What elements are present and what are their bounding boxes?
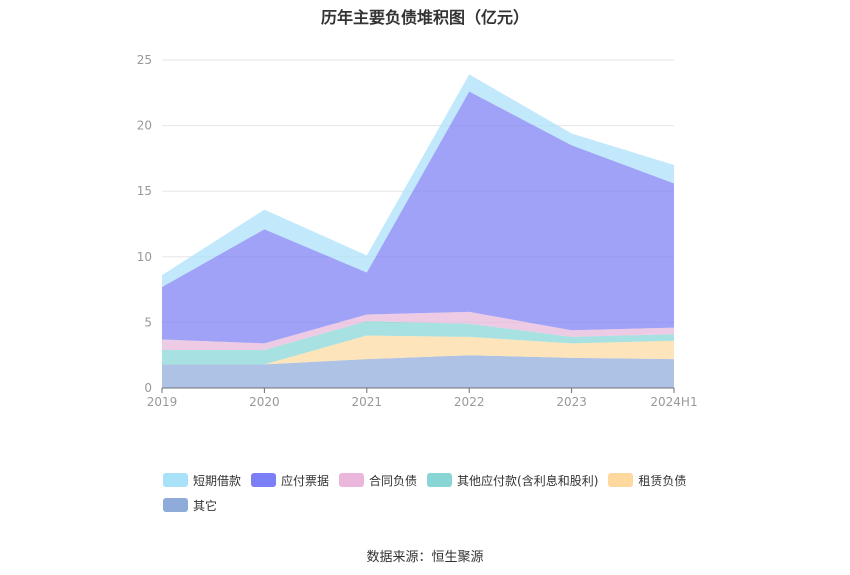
legend-label: 应付票据 — [281, 473, 330, 488]
legend-item[interactable]: 租赁负债 — [608, 472, 686, 488]
legend-item[interactable]: 应付票据 — [251, 472, 329, 488]
x-tick-label: 2021 — [352, 395, 383, 409]
area-其它 — [162, 355, 674, 388]
y-tick-label: 5 — [144, 315, 152, 329]
area-短期借款 — [162, 74, 674, 287]
chart-title: 历年主要负债堆积图（亿元） — [320, 8, 529, 27]
x-tick-label: 2019 — [147, 395, 178, 409]
area-其他应付款(含利息和股利) — [162, 321, 674, 365]
x-tick-label: 2020 — [249, 395, 280, 409]
x-tick-label: 2023 — [556, 395, 587, 409]
y-tick-label: 20 — [137, 119, 152, 133]
legend-label: 租赁负债 — [638, 473, 687, 488]
legend-swatch — [163, 498, 188, 512]
legend-label: 短期借款 — [193, 473, 242, 488]
y-tick-label: 0 — [144, 381, 152, 395]
area-合同负债 — [162, 311, 674, 350]
x-tick-label: 2022 — [454, 395, 485, 409]
stacked-area-chart: 0 5 10 15 20 25 2019 2020 2021 2022 2023 2024H1 — [137, 53, 698, 409]
legend-swatch — [608, 473, 634, 487]
x-tick-label: 2024H1 — [650, 395, 697, 409]
legend-swatch — [163, 473, 188, 487]
area-应付票据 — [162, 91, 674, 344]
legend-swatch — [251, 473, 277, 487]
legend-label: 其它 — [193, 498, 218, 513]
legend-swatch — [427, 473, 453, 487]
legend-item[interactable]: 合同负债 — [339, 472, 417, 488]
chart-legend: 短期借款 应付票据 合同负债 其他应付款(含利息和股利) 租赁负债其它 — [163, 472, 723, 522]
legend-label: 其他应付款(含利息和股利) — [457, 473, 599, 488]
legend-swatch — [339, 473, 365, 487]
legend-label: 合同负债 — [369, 473, 418, 488]
y-tick-label: 15 — [137, 184, 152, 198]
y-tick-label: 25 — [137, 53, 152, 67]
legend-item[interactable]: 短期借款 — [163, 472, 241, 488]
legend-item[interactable]: 其他应付款(含利息和股利) — [427, 472, 598, 488]
legend-item[interactable]: 其它 — [163, 497, 217, 513]
y-tick-label: 10 — [137, 250, 152, 264]
area-租赁负债 — [162, 335, 674, 365]
data-source: 数据来源：恒生聚源 — [366, 550, 484, 565]
